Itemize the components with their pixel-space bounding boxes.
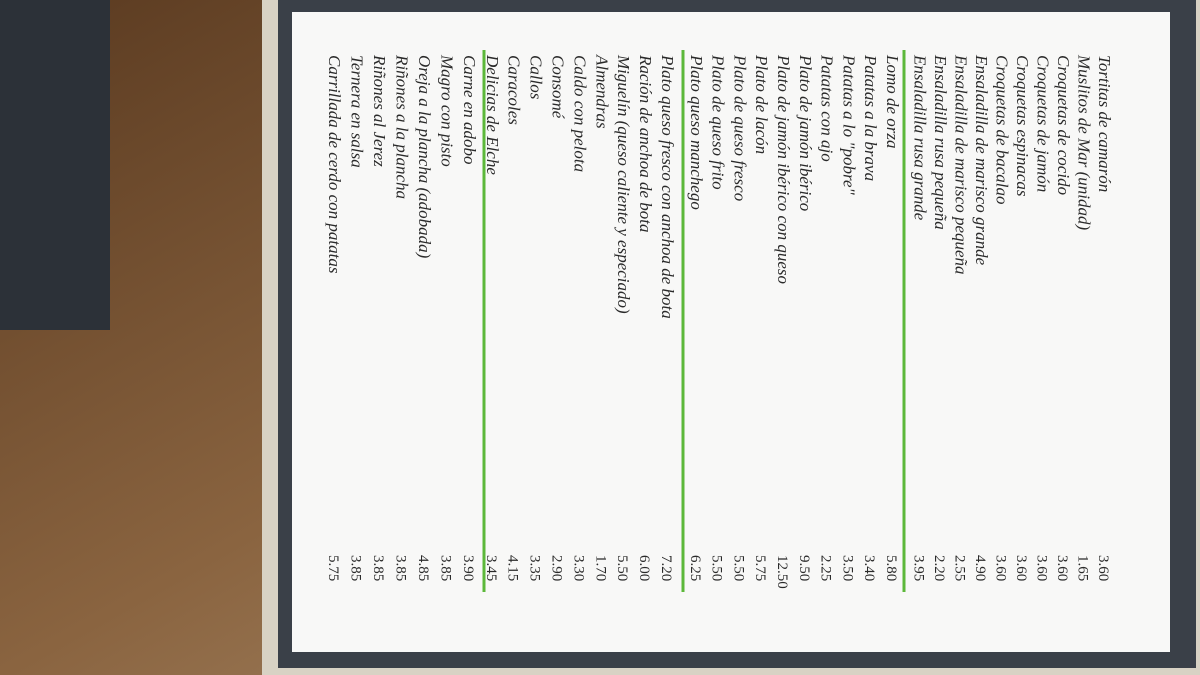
item-price: 7.20	[658, 555, 674, 581]
item-name: Plato de lacón	[752, 54, 771, 154]
item-price: 6.00	[636, 555, 652, 581]
item-name: Plato de queso frito	[709, 54, 728, 190]
item-price: 5.75	[752, 555, 768, 581]
item-name: Muslitos de Mar (unidad)	[1075, 54, 1094, 231]
item-price: 2.90	[549, 555, 565, 581]
item-price: 3.40	[861, 555, 877, 581]
item-price: 12.50	[774, 555, 790, 589]
item-price: 1.70	[592, 555, 608, 581]
item-price: 5.75	[325, 555, 341, 581]
item-price: 4.90	[972, 555, 988, 581]
item-name: Callos	[527, 55, 546, 100]
item-name: Delicias de Elche	[483, 54, 502, 175]
item-name: Plato de queso fresco	[730, 54, 749, 201]
item-price: 3.90	[460, 555, 476, 581]
item-name: Almendras	[592, 54, 611, 129]
item-price: 3.45	[483, 555, 499, 581]
item-name: Caldo con pelota	[570, 55, 589, 172]
item-price: 2.20	[931, 555, 947, 581]
item-name: Ensaladilla rusa pequeña	[931, 54, 950, 230]
menu-page	[292, 12, 1170, 652]
item-name: Croquetas espinacas	[1013, 55, 1032, 197]
item-name: Riñones a la plancha	[393, 54, 412, 199]
item-name: Plato de jamón ibérico con queso	[774, 54, 793, 284]
item-name: Croquetas de bacalao	[993, 55, 1012, 205]
item-price: 5.50	[614, 555, 630, 581]
item-name: Plato de jamón ibérico	[796, 54, 815, 211]
item-name: Plato queso fresco con anchoa de bota	[658, 54, 677, 319]
item-name: Caracoles	[505, 55, 524, 125]
item-price: 5.80	[883, 555, 899, 581]
item-price: 3.30	[570, 555, 586, 581]
item-price: 5.50	[709, 555, 725, 581]
item-name: Patatas con ajo	[818, 54, 837, 162]
item-name: Carrillada de cerdo con patatas	[325, 55, 344, 274]
plastic-sleeve	[292, 12, 1170, 652]
item-price: 3.95	[911, 555, 927, 581]
item-price: 1.65	[1075, 555, 1091, 581]
item-name: Ensaladilla de marisco grande	[972, 54, 991, 266]
item-price: 3.85	[438, 555, 454, 581]
item-name: Tortitas de camarón	[1095, 55, 1114, 192]
item-name: Ensaladilla de marisco pequeña	[952, 54, 971, 275]
item-price: 3.85	[393, 555, 409, 581]
item-name: Ternera en salsa	[348, 55, 367, 168]
item-name: Ensaladilla rusa grande	[911, 54, 930, 221]
item-price: 6.25	[687, 555, 703, 581]
item-name: Croquetas de cocido	[1054, 55, 1073, 195]
item-name: Carne en adobo	[460, 55, 479, 165]
item-name: Magro con pisto	[438, 54, 457, 167]
item-name: Riñones al Jerez	[370, 54, 389, 167]
item-price: 2.55	[952, 555, 968, 581]
item-name: Lomo de orza	[883, 54, 902, 149]
item-price: 2.25	[818, 555, 834, 581]
item-price: 3.50	[839, 555, 855, 581]
item-name: Croquetas de jamón	[1034, 55, 1053, 192]
item-price: 3.60	[1095, 555, 1111, 581]
item-name: Plato queso manchego	[687, 54, 706, 210]
item-price: 3.60	[1054, 555, 1070, 581]
item-price: 3.85	[370, 555, 386, 581]
menu-list: Tortitas de camarón 3.60 Muslitos de Mar (…	[325, 50, 1114, 592]
item-name: Patatas a lo "pobre"	[839, 54, 858, 196]
item-price: 5.50	[730, 555, 746, 581]
item-price: 3.35	[527, 555, 543, 581]
item-price: 3.85	[348, 555, 364, 581]
item-price: 3.60	[1013, 555, 1029, 581]
item-price: 3.60	[1034, 555, 1050, 581]
item-name: Patatas a la brava	[861, 54, 880, 181]
item-name: Miguelín (queso caliente y especiado)	[614, 54, 633, 314]
item-name: Ración de anchoa de bota	[636, 54, 655, 233]
item-price: 9.50	[796, 555, 812, 581]
background-object	[0, 0, 110, 330]
item-price: 4.85	[415, 555, 431, 581]
item-name: Oreja a la plancha (adobada)	[415, 55, 434, 259]
item-price: 3.60	[993, 555, 1009, 581]
item-name: Consomé	[549, 55, 568, 120]
item-price: 4.15	[505, 555, 521, 581]
